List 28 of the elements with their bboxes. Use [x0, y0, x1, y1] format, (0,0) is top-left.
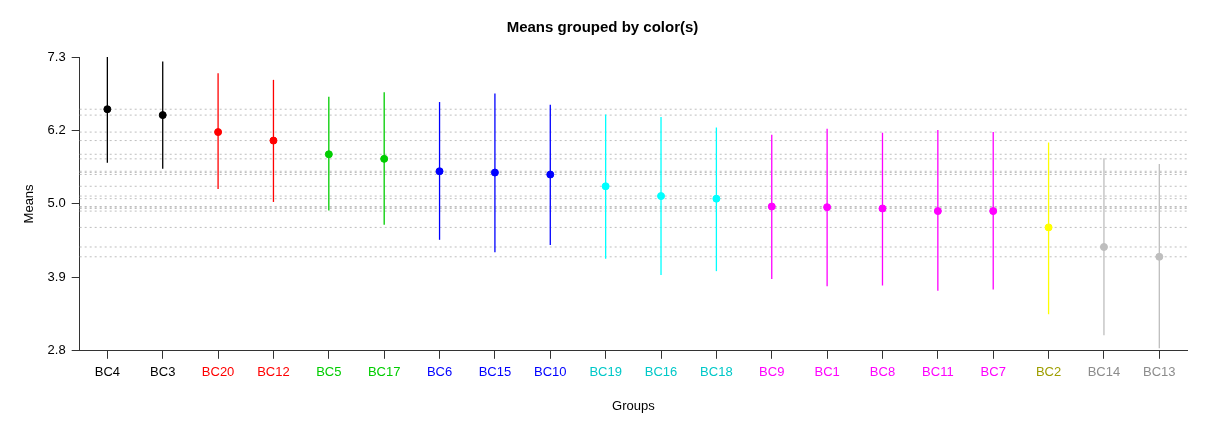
x-tick-label: BC5: [316, 364, 342, 380]
x-tick-label: BC1: [814, 364, 840, 380]
x-tick-label: BC9: [759, 364, 785, 380]
chart-title: Means grouped by color(s): [506, 18, 699, 36]
y-tick-label: 7.3: [47, 48, 66, 64]
x-tick-label: BC19: [589, 364, 622, 380]
x-tick-label: BC12: [257, 364, 290, 380]
x-tick-label: BC6: [426, 364, 453, 380]
x-tick-label: BC18: [700, 364, 733, 380]
x-tick-label: BC11: [922, 364, 954, 380]
x-tick-label: BC3: [150, 364, 176, 380]
y-tick-label: 5.0: [47, 195, 66, 211]
x-axis-title: Groups: [612, 397, 656, 413]
y-tick-label: 3.9: [47, 268, 66, 284]
y-tick-label: 2.8: [47, 342, 66, 358]
x-tick-label: BC14: [1087, 364, 1121, 380]
x-tick-label: BC8: [869, 364, 896, 380]
x-tick-label: BC17: [367, 364, 401, 380]
x-tick-label: BC20: [201, 364, 235, 380]
y-axis-title: Means: [21, 183, 37, 224]
x-tick-label: BC16: [644, 364, 678, 380]
x-tick-label: BC4: [94, 364, 120, 380]
y-tick-label: 6.2: [47, 122, 66, 138]
x-tick-label: BC13: [1143, 364, 1176, 380]
x-tick-label: BC10: [534, 364, 567, 380]
x-tick-label: BC2: [1035, 364, 1062, 380]
x-tick-label: BC7: [980, 364, 1006, 380]
x-tick-label: BC15: [478, 364, 512, 380]
